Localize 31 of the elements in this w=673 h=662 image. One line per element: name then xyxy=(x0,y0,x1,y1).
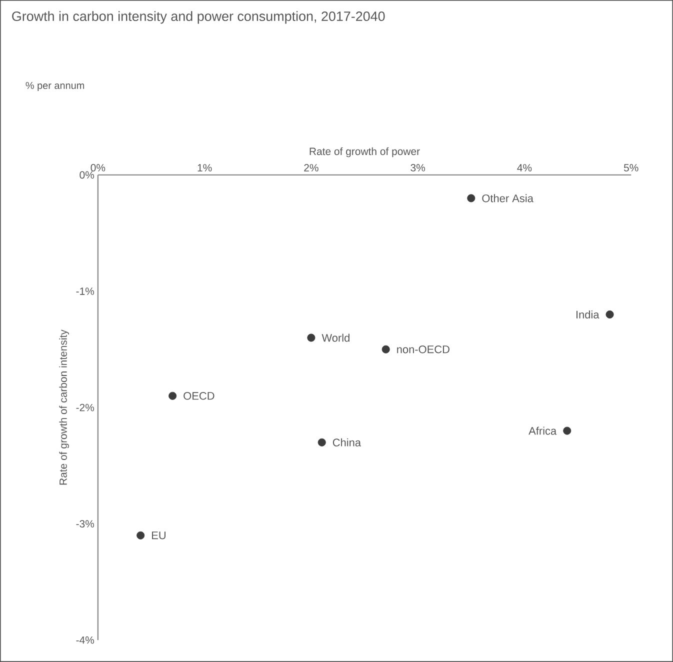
y-axis-title: Rate of growth of carbon intensity xyxy=(59,330,69,485)
x-tick-label: 4% xyxy=(517,164,532,172)
chart-subtitle: % per annum xyxy=(26,82,84,91)
chart-title: Growth in carbon intensity and power consumption, 2017-2040 xyxy=(12,11,385,24)
point xyxy=(563,426,572,435)
annotation: Other Asia xyxy=(482,194,534,202)
annotation: Africa xyxy=(528,426,557,435)
x-tick-label: 0% xyxy=(90,164,106,172)
y-tick-label: -1% xyxy=(76,288,94,295)
point xyxy=(136,531,145,540)
x-tick-label: 3% xyxy=(410,164,426,172)
annotation: OECD xyxy=(184,392,214,400)
point xyxy=(467,194,476,202)
x-tick-label: 2% xyxy=(304,164,318,172)
annotation: China xyxy=(332,438,362,446)
point xyxy=(168,392,177,400)
x-axis-title: Rate of growth of power xyxy=(310,147,420,158)
annotation: non-OECD xyxy=(397,345,450,354)
point xyxy=(606,310,614,318)
annotation: India xyxy=(576,310,600,319)
y-tick-label: -2% xyxy=(76,404,94,412)
point xyxy=(382,345,390,354)
x-tick-label: 1% xyxy=(198,164,212,172)
y-tick-label: -4% xyxy=(76,636,94,644)
point xyxy=(307,334,316,342)
y-tick-label: -3% xyxy=(76,520,94,528)
point xyxy=(318,438,326,446)
annotation: EU xyxy=(152,532,166,540)
x-tick-label: 5% xyxy=(624,164,638,172)
y-tick-label: 0% xyxy=(80,171,94,179)
annotation: World xyxy=(322,334,350,342)
